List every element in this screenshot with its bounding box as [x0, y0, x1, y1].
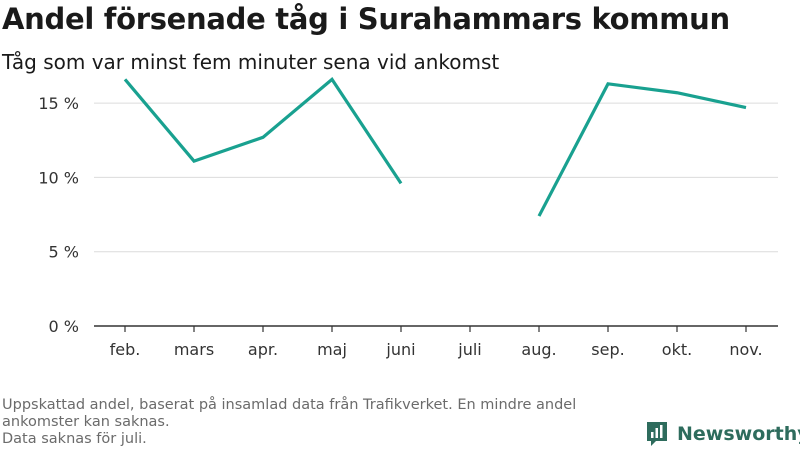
y-tick-label: 10 %	[38, 168, 79, 187]
x-tick-label: aug.	[521, 340, 556, 359]
x-tick-label: sep.	[591, 340, 624, 359]
series-line-segment	[537, 82, 747, 217]
y-tick-label: 5 %	[49, 243, 79, 262]
x-tick-label: mars	[174, 340, 214, 359]
footnote-line-source: Uppskattad andel, baserat på insamlad da…	[2, 397, 577, 430]
line-chart: 0 % 5 % 10 % 15 % feb. mars apr. maj juni juli aug…	[38, 76, 778, 359]
brand-logo: Newsworthy	[645, 420, 800, 448]
x-tick-label: feb.	[110, 340, 141, 359]
footnote-line-missing: Data saknas för juli.	[2, 431, 147, 447]
x-tick-label: juli	[457, 340, 481, 359]
y-tick-label: 0 %	[49, 317, 79, 336]
brand-name: Newsworthy	[677, 423, 800, 445]
x-tick-label: nov.	[729, 340, 762, 359]
bar-chart-icon	[647, 422, 667, 446]
chart-title: Andel försenade tåg i Surahammars kommun	[2, 2, 730, 36]
x-tick-label: okt.	[662, 340, 692, 359]
x-tick-label: juni	[385, 340, 415, 359]
y-tick-label: 15 %	[38, 94, 79, 113]
series-line-segment	[123, 76, 403, 185]
x-tick-label: maj	[317, 340, 347, 359]
chart-subtitle: Tåg som var minst fem minuter sena vid a…	[2, 50, 500, 74]
footnote: Uppskattad andel, baserat på insamlad da…	[2, 397, 632, 448]
x-tick-label: apr.	[248, 340, 278, 359]
